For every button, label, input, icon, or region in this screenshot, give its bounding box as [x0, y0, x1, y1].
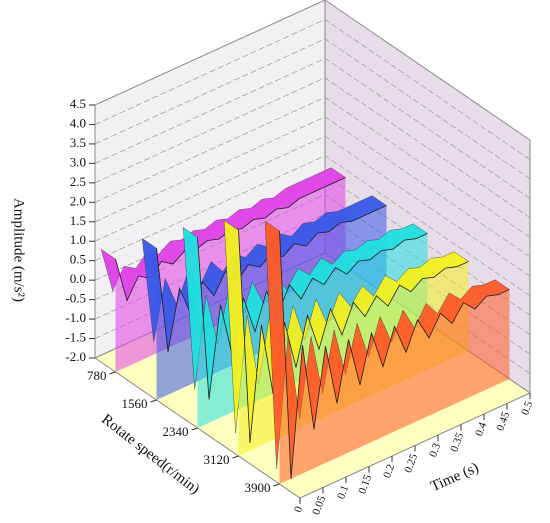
x-tick-label: 0 — [292, 504, 305, 514]
z-tick-label: -2.0 — [65, 349, 86, 364]
x-tick-label: 0.25 — [402, 452, 420, 475]
y-tick-label: 2340 — [163, 424, 189, 439]
z-tick-label: 3.5 — [70, 135, 86, 150]
z-tick-label: 3.0 — [70, 154, 86, 169]
z-tick-label: 1.5 — [70, 213, 86, 228]
grid-line — [94, 57, 531, 199]
x-tick-label: 0.1 — [335, 484, 351, 501]
z-tick-label: 2.5 — [70, 174, 86, 189]
x-tick-label: 0.2 — [381, 463, 397, 480]
y-tick-label: 1560 — [122, 396, 148, 411]
grid-line — [94, 19, 531, 160]
z-tick-label: -1.0 — [65, 310, 86, 325]
z-tick-label: 4.5 — [70, 96, 86, 111]
grid-line — [94, 77, 531, 219]
x-tick-label: 0.05 — [310, 494, 328, 517]
y-tick — [273, 483, 280, 487]
z-tick-label: 2.0 — [70, 193, 86, 208]
x-tick-label: 0.4 — [473, 420, 489, 437]
z-tick-label: 4.0 — [70, 115, 86, 130]
z-tick-label: 1.0 — [70, 232, 86, 247]
x-tick-label: 0.3 — [427, 441, 443, 458]
z-tick-label: -0.5 — [65, 291, 86, 306]
grid-line — [94, 155, 531, 296]
y-tick-label: 3120 — [204, 452, 230, 467]
y-tick-label: 780 — [87, 368, 107, 383]
z-tick-label: 0.0 — [70, 271, 86, 286]
y-tick — [191, 427, 198, 431]
grid-line — [94, 0, 531, 141]
grid-line — [94, 38, 531, 180]
x-tick-label: 0.15 — [356, 473, 374, 496]
ribbon-face — [279, 231, 510, 484]
z-axis-title: Amplitude (m/s²) — [11, 198, 27, 302]
y-tick — [109, 371, 116, 375]
grid-line — [94, 116, 531, 258]
z-tick-label: -1.5 — [65, 330, 86, 345]
x-tick-label: 0.45 — [494, 410, 512, 433]
x-axis-title: Time (s) — [428, 460, 481, 495]
ribbon-line — [279, 230, 510, 479]
y-tick-label: 3900 — [245, 480, 271, 495]
x-tick-label: 0.35 — [448, 431, 466, 454]
z-tick-label: 0.5 — [70, 252, 86, 267]
grid-line — [94, 96, 531, 238]
grid-line — [94, 135, 531, 277]
y-tick — [150, 399, 157, 403]
y-tick — [232, 455, 239, 459]
x-tick-label: 0.5 — [519, 399, 535, 416]
